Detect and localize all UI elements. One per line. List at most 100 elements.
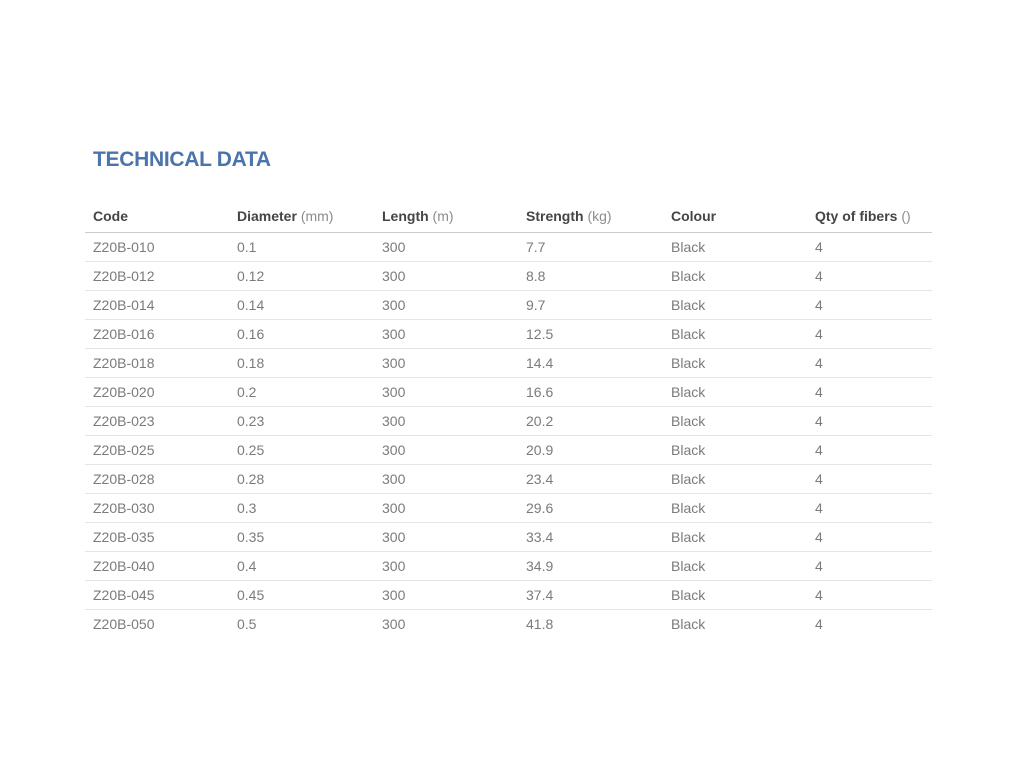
table-cell: 0.25	[229, 435, 374, 465]
table-cell: 0.28	[229, 464, 374, 494]
table-cell: 0.2	[229, 377, 374, 407]
table-cell: Black	[663, 348, 807, 378]
column-label: Diameter	[237, 208, 297, 224]
table-cell: 4	[807, 580, 932, 610]
table-row: Z20B-016 0.16 300 12.5 Black 4	[85, 319, 932, 349]
table-cell: Black	[663, 464, 807, 494]
table-cell: 4	[815, 616, 823, 632]
table-cell: 300	[374, 232, 518, 262]
table-row: Z20B-035 0.35 300 33.4 Black 4	[85, 522, 932, 552]
technical-data-section: TECHNICAL DATA Code Diameter (mm) Length…	[85, 147, 932, 638]
table-cell: 4	[807, 261, 932, 291]
table-cell: Z20B-030	[85, 493, 229, 523]
table-row: Z20B-030 0.3 300 29.6 Black 4	[85, 493, 932, 523]
table-cell: Z20B-035	[85, 522, 229, 552]
table-cell: 4	[807, 551, 932, 581]
table-cell: 300	[374, 348, 518, 378]
table-cell: Black	[671, 616, 706, 632]
table-cell: 300	[374, 435, 518, 465]
table-cell: 0.18	[229, 348, 374, 378]
table-cell: 300	[374, 522, 518, 552]
table-cell: 4	[807, 522, 932, 552]
table-cell: Z20B-028	[85, 464, 229, 494]
table-cell: 300	[374, 551, 518, 581]
table-cell: Z20B-025	[85, 435, 229, 465]
table-cell: 300	[374, 464, 518, 494]
column-label: Qty of fibers	[815, 208, 898, 224]
table-cell: 4	[807, 493, 932, 523]
table-cell: Black	[663, 406, 807, 436]
table-cell: Black	[663, 232, 807, 262]
table-cell: Black	[663, 551, 807, 581]
column-header-code: Code	[85, 172, 229, 233]
table-cell: 33.4	[518, 522, 663, 552]
table-cell: 4	[807, 377, 932, 407]
table-cell: 0.14	[229, 290, 374, 320]
table-cell: 4	[807, 290, 932, 320]
table-cell: 300	[374, 261, 518, 291]
table-row: Z20B-050 0.5 300 41.8 Black 4	[85, 610, 932, 639]
table-cell: Black	[663, 261, 807, 291]
column-label: Length	[382, 208, 429, 224]
table-cell: 0.35	[229, 522, 374, 552]
technical-data-table: Code Diameter (mm) Length (m) Strength (…	[85, 172, 932, 638]
table-cell: 4	[807, 232, 932, 262]
table-cell: 14.4	[518, 348, 663, 378]
table-row: Z20B-045 0.45 300 37.4 Black 4	[85, 580, 932, 610]
table-cell: 0.12	[229, 261, 374, 291]
table-row: Z20B-014 0.14 300 9.7 Black 4	[85, 290, 932, 320]
table-row: Z20B-020 0.2 300 16.6 Black 4	[85, 377, 932, 407]
table-cell: 4	[807, 348, 932, 378]
table-cell: 23.4	[518, 464, 663, 494]
table-cell: 0.23	[229, 406, 374, 436]
table-cell: 4	[807, 319, 932, 349]
column-header-length: Length (m)	[374, 172, 518, 233]
table-row: Z20B-025 0.25 300 20.9 Black 4	[85, 435, 932, 465]
technical-data-table-body: Z20B-010 0.1 300 7.7 Black 4 Z20B-012 0.12 300 8.…	[85, 232, 932, 639]
table-cell: Black	[663, 290, 807, 320]
table-cell: Z20B-040	[85, 551, 229, 581]
table-cell: 0.16	[229, 319, 374, 349]
column-unit: (mm)	[300, 208, 334, 224]
table-cell: Z20B-012	[85, 261, 229, 291]
table-row: Z20B-028 0.28 300 23.4 Black 4	[85, 464, 932, 494]
table-cell: 300	[374, 377, 518, 407]
table-cell: Black	[663, 580, 807, 610]
table-cell: 300	[374, 493, 518, 523]
table-cell: Z20B-010	[85, 232, 229, 262]
table-cell: Black	[663, 319, 807, 349]
table-cell: 300	[374, 580, 518, 610]
table-cell: Z20B-018	[85, 348, 229, 378]
table-cell: Z20B-023	[85, 406, 229, 436]
table-cell: 300	[374, 319, 518, 349]
table-cell: 4	[807, 406, 932, 436]
column-label: Colour	[671, 208, 717, 224]
column-unit: ()	[901, 208, 911, 224]
table-cell: 0.5	[237, 616, 257, 632]
table-cell: 34.9	[518, 551, 663, 581]
table-cell: 300	[374, 290, 518, 320]
table-cell: Z20B-016	[85, 319, 229, 349]
table-cell: 8.8	[518, 261, 663, 291]
table-row: Z20B-018 0.18 300 14.4 Black 4	[85, 348, 932, 378]
table-cell: 29.6	[518, 493, 663, 523]
table-header-row: Code Diameter (mm) Length (m) Strength (…	[85, 172, 932, 233]
column-header-qty-of-fibers: Qty of fibers ()	[807, 172, 932, 233]
table-cell: 16.6	[518, 377, 663, 407]
table-cell: 0.3	[229, 493, 374, 523]
table-row: Z20B-040 0.4 300 34.9 Black 4	[85, 551, 932, 581]
table-cell: 4	[807, 464, 932, 494]
table-cell: 20.2	[518, 406, 663, 436]
table-cell: Z20B-020	[85, 377, 229, 407]
table-cell: Black	[663, 377, 807, 407]
table-cell: Black	[663, 493, 807, 523]
column-unit: (m)	[432, 208, 454, 224]
table-cell: 12.5	[518, 319, 663, 349]
table-cell: 20.9	[518, 435, 663, 465]
column-header-strength: Strength (kg)	[518, 172, 663, 233]
table-cell: 9.7	[518, 290, 663, 320]
table-cell: Black	[663, 522, 807, 552]
table-cell: 7.7	[518, 232, 663, 262]
column-header-colour: Colour	[663, 172, 807, 233]
